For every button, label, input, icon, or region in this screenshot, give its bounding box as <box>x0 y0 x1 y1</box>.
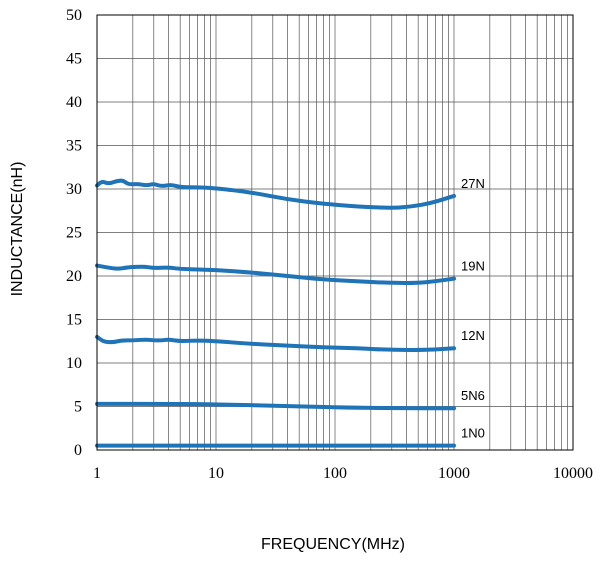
y-tick-labels: 0 5 10 15 20 25 30 35 40 45 50 <box>66 7 82 459</box>
x-tick-labels: 1 10 100 1000 10000 <box>93 465 593 482</box>
series-line-19n <box>95 263 456 285</box>
series-group <box>95 178 456 448</box>
x-axis-title: FREQUENCY(MHz) <box>261 536 405 553</box>
x-tick-label: 100 <box>323 465 347 482</box>
grid <box>97 15 573 450</box>
series-label-1n0: 1N0 <box>461 426 485 441</box>
series-label-5n6: 5N6 <box>461 388 485 403</box>
y-tick-label: 35 <box>66 138 82 155</box>
series-labels: 27N 19N 12N 5N6 1N0 <box>461 176 485 441</box>
series-label-27n: 27N <box>461 176 485 191</box>
y-tick-label: 30 <box>66 181 82 198</box>
y-tick-label: 50 <box>66 7 82 24</box>
y-tick-label: 5 <box>74 399 82 416</box>
y-tick-label: 40 <box>66 94 82 111</box>
plot-frame <box>96 14 574 451</box>
y-tick-label: 10 <box>66 355 82 372</box>
x-tick-label: 10 <box>208 465 224 482</box>
y-tick-label: 45 <box>66 51 82 68</box>
series-line-27n <box>95 178 456 210</box>
x-tick-label: 1 <box>93 465 101 482</box>
series-label-12n: 12N <box>461 328 485 343</box>
y-axis-title: INDUCTANCE(nH) <box>9 162 26 297</box>
series-line-5n6 <box>95 401 456 411</box>
y-tick-label: 0 <box>74 442 82 459</box>
y-tick-label: 25 <box>66 225 82 242</box>
x-tick-label: 1000 <box>438 465 470 482</box>
series-line-12n <box>95 334 456 352</box>
y-tick-label: 20 <box>66 268 82 285</box>
series-label-19n: 19N <box>461 259 485 274</box>
x-tick-label: 10000 <box>553 465 593 482</box>
y-tick-label: 15 <box>66 312 82 329</box>
